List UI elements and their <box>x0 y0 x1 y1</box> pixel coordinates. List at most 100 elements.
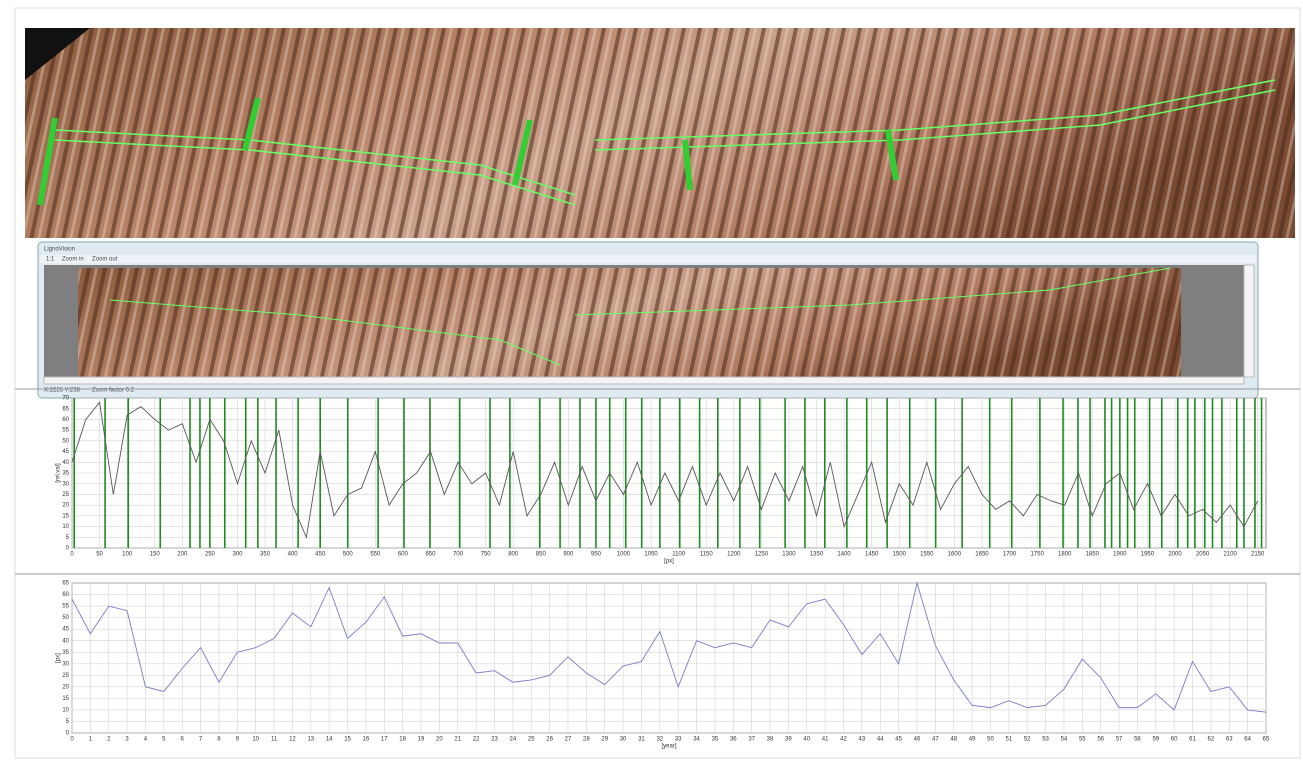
x-tick-label: 1600 <box>948 552 962 558</box>
x-tick-label: 500 <box>343 552 354 558</box>
status-text: X:2226 Y:238 <box>44 388 81 394</box>
x-tick-label: 24 <box>510 737 517 743</box>
x-tick-label: 1450 <box>865 552 879 558</box>
x-tick-label: 10 <box>252 737 259 743</box>
y-tick-label: 15 <box>62 696 69 702</box>
y-tick-label: 55 <box>62 604 69 610</box>
y-tick-label: 10 <box>62 708 69 714</box>
y-tick-label: 70 <box>62 396 69 402</box>
x-tick-label: 200 <box>177 552 188 558</box>
x-tick-label: 1350 <box>810 552 824 558</box>
x-tick-label: 2000 <box>1168 552 1182 558</box>
x-tick-label: 1800 <box>1058 552 1072 558</box>
x-tick-label: 0 <box>70 552 74 558</box>
x-tick-label: 450 <box>315 552 326 558</box>
wood-image <box>25 28 1295 238</box>
x-tick-label: 35 <box>712 737 719 743</box>
x-tick-label: 6 <box>181 737 185 743</box>
x-tick-label: 600 <box>398 552 409 558</box>
y-tick-label: 55 <box>62 428 69 434</box>
x-tick-label: 2 <box>107 737 111 743</box>
y-tick-label: 45 <box>62 627 69 633</box>
x-tick-label: 2100 <box>1223 552 1237 558</box>
x-tick-label: 33 <box>675 737 682 743</box>
x-tick-label: 1050 <box>644 552 658 558</box>
x-tick-label: 14 <box>326 737 333 743</box>
x-tick-label: 3 <box>125 737 129 743</box>
x-tick-label: 950 <box>591 552 602 558</box>
x-tick-label: 34 <box>693 737 700 743</box>
x-tick-label: 400 <box>288 552 299 558</box>
y-tick-label: 30 <box>62 481 69 487</box>
x-tick-label: 1150 <box>700 552 714 558</box>
x-tick-label: 26 <box>546 737 553 743</box>
x-axis-label: [year] <box>661 744 676 750</box>
x-tick-label: 1300 <box>782 552 796 558</box>
x-tick-label: 1900 <box>1113 552 1127 558</box>
y-tick-label: 60 <box>62 417 69 423</box>
x-tick-label: 1000 <box>617 552 631 558</box>
y-axis-label: [px] <box>56 653 62 663</box>
menu-item[interactable]: 1:1 <box>46 257 55 263</box>
menu-item[interactable]: Zoom out <box>92 257 118 263</box>
x-tick-label: 60 <box>1171 737 1178 743</box>
x-tick-label: 1750 <box>1030 552 1044 558</box>
x-tick-label: 100 <box>122 552 133 558</box>
x-tick-label: 44 <box>877 737 884 743</box>
y-tick-label: 45 <box>62 449 69 455</box>
y-tick-label: 20 <box>62 503 69 509</box>
y-axis-label: [rel.val] <box>56 463 62 483</box>
y-tick-label: 50 <box>62 438 69 444</box>
x-tick-label: 50 <box>987 737 994 743</box>
x-tick-label: 800 <box>508 552 519 558</box>
x-tick-label: 850 <box>536 552 547 558</box>
y-tick-label: 35 <box>62 650 69 656</box>
y-tick-label: 5 <box>66 719 70 725</box>
x-tick-label: 9 <box>236 737 240 743</box>
x-tick-label: 31 <box>638 737 645 743</box>
x-tick-label: 65 <box>1263 737 1270 743</box>
x-tick-label: 1950 <box>1141 552 1155 558</box>
x-tick-label: 1700 <box>1003 552 1017 558</box>
x-tick-label: 48 <box>950 737 957 743</box>
x-tick-label: 51 <box>1005 737 1012 743</box>
data-line <box>71 581 1267 713</box>
x-tick-label: 45 <box>895 737 902 743</box>
x-tick-label: 21 <box>454 737 461 743</box>
x-tick-label: 22 <box>473 737 480 743</box>
x-tick-label: 300 <box>232 552 243 558</box>
x-tick-label: 27 <box>565 737 572 743</box>
y-tick-label: 50 <box>62 615 69 621</box>
x-tick-label: 2150 <box>1251 552 1265 558</box>
x-tick-label: 49 <box>969 737 976 743</box>
lignovision-window: LignoVision 1:1 Zoom in Zoom out X:2226 … <box>37 241 1259 399</box>
x-tick-label: 2050 <box>1196 552 1210 558</box>
x-tick-label: 57 <box>1116 737 1123 743</box>
x-tick-label: 50 <box>96 552 103 558</box>
x-tick-label: 40 <box>803 737 810 743</box>
x-tick-label: 19 <box>418 737 425 743</box>
data-line <box>71 401 1259 539</box>
x-tick-label: 58 <box>1134 737 1141 743</box>
x-tick-label: 16 <box>363 737 370 743</box>
x-tick-label: 42 <box>840 737 847 743</box>
menu-item[interactable]: Zoom in <box>62 257 84 263</box>
x-tick-label: 23 <box>491 737 498 743</box>
x-tick-label: 18 <box>399 737 406 743</box>
y-tick-label: 25 <box>62 673 69 679</box>
x-tick-label: 4 <box>144 737 148 743</box>
x-tick-label: 7 <box>199 737 203 743</box>
x-tick-label: 1850 <box>1086 552 1100 558</box>
y-tick-label: 20 <box>62 684 69 690</box>
x-tick-label: 1100 <box>672 552 686 558</box>
x-tick-label: 63 <box>1226 737 1233 743</box>
x-tick-label: 1650 <box>975 552 989 558</box>
x-tick-label: 59 <box>1152 737 1159 743</box>
x-tick-label: 32 <box>656 737 663 743</box>
x-tick-label: 25 <box>528 737 535 743</box>
x-tick-label: 20 <box>436 737 443 743</box>
x-tick-label: 150 <box>150 552 161 558</box>
x-tick-label: 8 <box>217 737 221 743</box>
x-tick-label: 1400 <box>837 552 851 558</box>
